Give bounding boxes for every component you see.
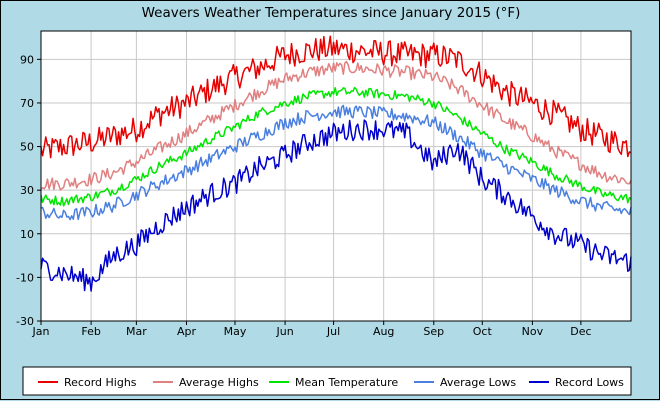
legend-label: Record Highs: [64, 376, 137, 389]
x-tick-label: Nov: [522, 325, 544, 338]
legend-item: Record Lows: [529, 376, 624, 389]
y-tick-label: 50: [20, 141, 34, 154]
legend-item: Mean Temperature: [269, 376, 398, 389]
y-axis: -30 -10 10 30 50 70 90: [16, 53, 41, 328]
x-tick-label: May: [224, 325, 247, 338]
x-tick-label: Dec: [570, 325, 591, 338]
x-tick-label: Aug: [373, 325, 394, 338]
series-line: [40, 35, 632, 159]
y-tick-label: -10: [16, 271, 34, 284]
legend-item: Average Highs: [153, 376, 259, 389]
x-tick-label: Sep: [423, 325, 444, 338]
legend-item: Average Lows: [414, 376, 516, 389]
y-tick-label: 70: [20, 97, 34, 110]
plot-border: [40, 30, 632, 322]
legend-item: Record Highs: [38, 376, 137, 389]
x-tick-label: Apr: [177, 325, 197, 338]
x-tick-label: Jan: [32, 325, 50, 338]
legend: Record Highs Average Highs Mean Temperatur…: [38, 376, 624, 389]
legend-label: Record Lows: [555, 376, 624, 389]
x-tick-label: Jun: [275, 325, 293, 338]
x-tick-label: Feb: [81, 325, 100, 338]
legend-label: Mean Temperature: [295, 376, 398, 389]
x-tick-label: Oct: [473, 325, 493, 338]
y-tick-label: 10: [20, 228, 34, 241]
x-axis: Jan Feb Mar Apr May Jun Jul Aug Sep Oct Nov Dec: [32, 321, 592, 338]
x-tick-label: Jul: [326, 325, 340, 338]
series-line: [40, 60, 632, 191]
series-line: [40, 119, 632, 292]
legend-label: Average Highs: [179, 376, 259, 389]
series-lines: [40, 35, 632, 292]
y-tick-label: -30: [16, 315, 34, 328]
x-tick-label: Mar: [126, 325, 147, 338]
chart-title: Weavers Weather Temperatures since Janua…: [142, 5, 521, 21]
y-tick-label: 90: [20, 53, 34, 66]
series-line: [40, 86, 632, 207]
y-tick-label: 30: [20, 184, 34, 197]
legend-label: Average Lows: [440, 376, 516, 389]
series-line: [40, 104, 632, 221]
